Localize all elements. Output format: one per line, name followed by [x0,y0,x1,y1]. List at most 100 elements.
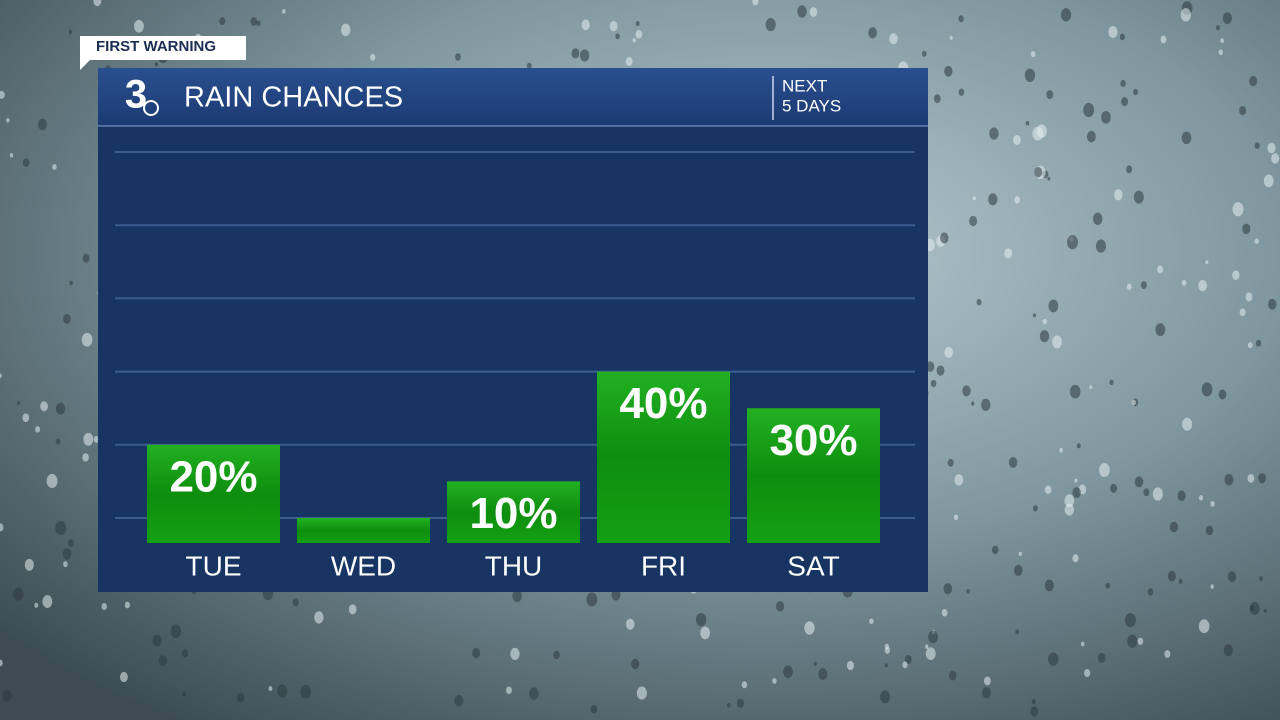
raindrop [953,514,959,521]
raindrop [1249,75,1258,87]
raindrop [889,33,898,45]
raindrop [1223,644,1233,657]
raindrop [940,232,949,244]
raindrop [454,694,464,707]
raindrop [944,346,953,358]
raindrop [632,38,636,43]
raindrop [181,649,189,658]
raindrop [1155,323,1166,337]
raindrop [879,690,891,704]
raindrop [1258,473,1266,484]
raindrop [1133,88,1138,96]
raindrop [81,332,93,347]
raindrop [1044,579,1054,592]
raindrop [1121,97,1129,107]
raindrop [1167,570,1176,582]
x-tick-label: THU [485,550,543,581]
raindrop [581,19,590,31]
raindrop [1198,619,1210,634]
raindrop [981,398,991,411]
raindrop [797,5,807,18]
raindrop [736,698,744,708]
raindrop [1032,505,1038,512]
raindrop [370,53,376,61]
raindrop [989,127,999,140]
raindrop [1263,608,1267,614]
raindrop [783,665,793,679]
raindrop [1109,379,1114,386]
raindrop [1220,38,1224,44]
raindrop [726,703,731,708]
raindrop [1064,503,1074,516]
raindrop [1024,68,1036,83]
raindrop [1013,564,1023,576]
raindrop [1052,335,1062,349]
raindrop [1095,239,1107,253]
raindrop [0,523,4,532]
raindrop [1227,571,1237,583]
raindrop [752,0,759,6]
raindrop [904,654,912,665]
raindrop [282,9,286,14]
raindrop [526,62,532,69]
raindrop [1014,196,1021,204]
raindrop [1247,474,1255,483]
raindrop [63,313,71,324]
raindrop [695,612,707,627]
raindrop [348,604,357,615]
raindrop [1164,650,1171,658]
raindrop [83,432,94,446]
badge-box [80,36,246,70]
raindrop [1031,698,1036,705]
raindrop [0,90,5,99]
raindrop [510,647,520,660]
raindrop [936,365,945,376]
raindrop [741,681,748,689]
raindrop [62,548,72,560]
raindrop [472,647,481,659]
logo-eye [143,100,159,116]
raindrop [1169,521,1179,533]
raindrop [948,670,957,681]
raindrop [1086,130,1096,143]
raindrop [292,598,299,607]
raindrop [1271,153,1280,164]
raindrop [1008,457,1018,468]
raindrop [1032,313,1037,318]
data-label: 20% [169,452,257,501]
raindrop [943,583,953,595]
x-tick-label: SAT [787,550,839,581]
raindrop [69,280,73,286]
raindrop [1072,554,1079,563]
raindrop [1263,174,1274,188]
raindrop [63,561,68,568]
raindrop [1181,279,1187,286]
raindrop [1232,202,1244,217]
raindrop [1080,641,1085,647]
raindrop [586,592,598,607]
raindrop [969,215,978,227]
raindrop [1126,283,1132,290]
raindrop [930,379,937,388]
raindrop [884,663,888,668]
bar [747,408,880,543]
raindrop [1013,134,1021,145]
raindrop [1114,189,1123,201]
raindrop [868,27,877,39]
header-bar [98,68,928,126]
x-tick-label: FRI [641,550,686,581]
raindrop [512,589,522,603]
raindrop [625,618,635,630]
raindrop [1030,51,1036,58]
raindrop [1232,270,1240,281]
raindrop [1047,176,1051,181]
raindrop [1048,652,1059,666]
raindrop [1089,385,1093,390]
raindrop [68,29,73,35]
raindrop [1134,476,1144,488]
raindrop [1099,463,1110,478]
raindrop [55,402,66,415]
raindrop [250,17,258,26]
raindrop [1083,102,1095,118]
